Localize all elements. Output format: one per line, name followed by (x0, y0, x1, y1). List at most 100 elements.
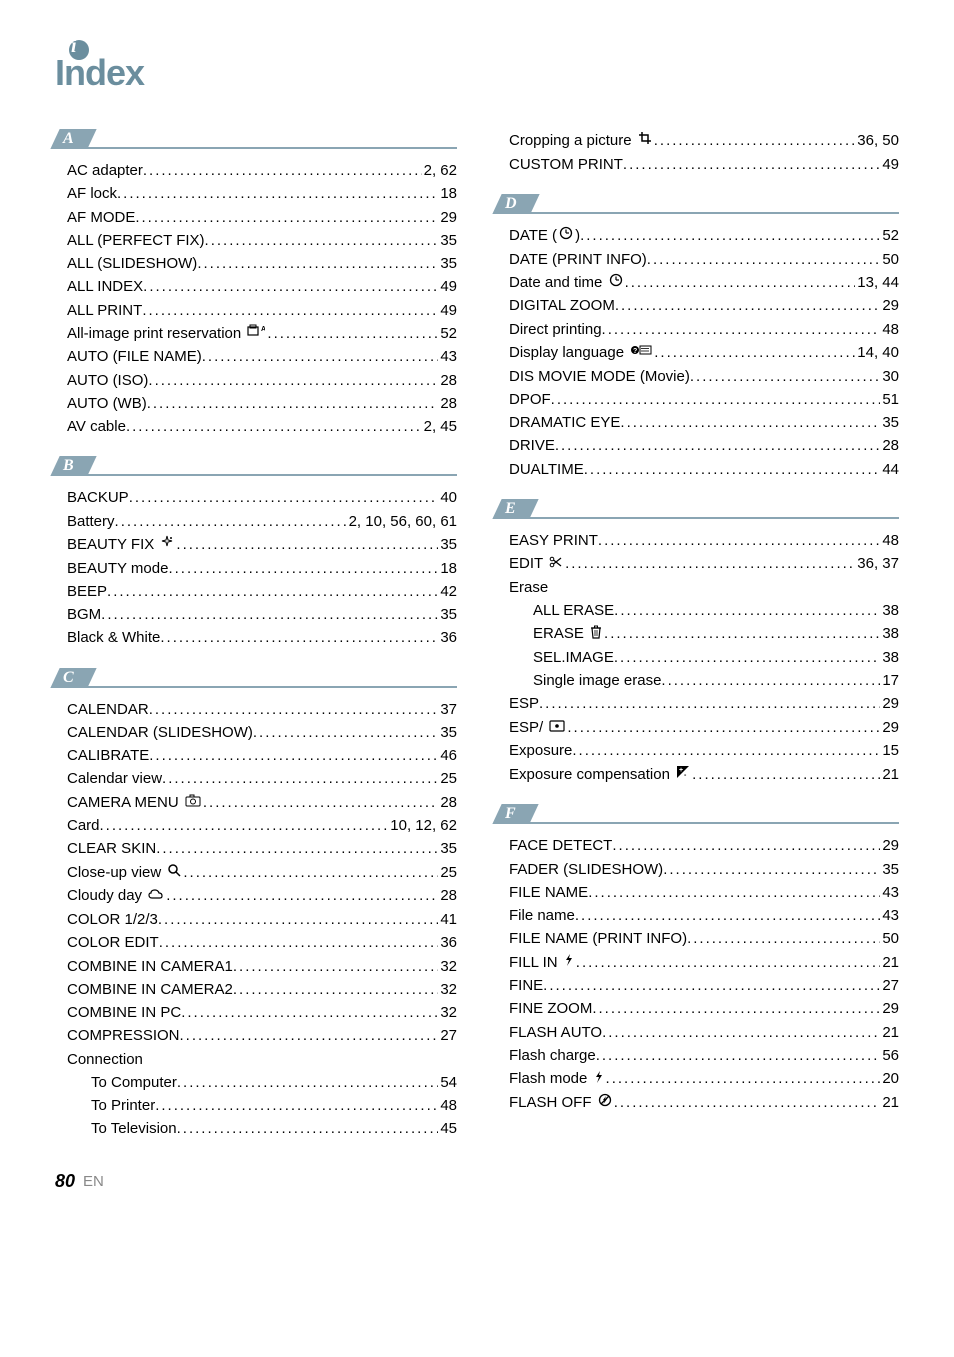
index-entry: ALL (SLIDESHOW)35 (55, 252, 457, 275)
entry-dots (166, 884, 438, 907)
section-tab: C (50, 668, 96, 688)
entry-page: 29 (880, 692, 899, 715)
page-number: 80 (55, 1171, 75, 1192)
entry-page: 44 (880, 458, 899, 481)
entry-page: 35 (438, 721, 457, 744)
entry-dots (551, 388, 881, 411)
entry-dots (101, 603, 438, 626)
entry-page: 35 (880, 411, 899, 434)
index-entry: DPOF51 (497, 388, 899, 411)
entry-label: FILL IN (509, 951, 576, 975)
svg-text:ALL: ALL (261, 326, 265, 333)
index-entry: Cropping a picture 36, 50 (497, 129, 899, 153)
entry-dots (612, 834, 880, 857)
entry-dots (202, 345, 439, 368)
entry-dots (148, 369, 438, 392)
entry-page: 28 (438, 884, 457, 907)
entry-dots (614, 646, 880, 669)
entry-label: ALL (PERFECT FIX) (67, 229, 205, 252)
entry-page: 14, 40 (855, 341, 899, 364)
entry-label: FACE DETECT (509, 834, 612, 857)
page-header: Index (55, 40, 899, 94)
entry-page: 35 (438, 603, 457, 626)
index-entry: FINE27 (497, 974, 899, 997)
entry-page: 29 (438, 206, 457, 229)
entry-dots (623, 153, 880, 176)
entry-page: 35 (438, 229, 457, 252)
entry-page: 36, 50 (855, 129, 899, 152)
entry-label: COMBINE IN PC (67, 1001, 181, 1024)
index-entry: CALIBRATE46 (55, 744, 457, 767)
entry-dots (177, 1071, 438, 1094)
entry-page: 49 (438, 299, 457, 322)
index-entry: BGM 35 (55, 603, 457, 626)
section-line (497, 822, 899, 824)
entry-dots (692, 763, 880, 786)
index-entry: DIGITAL ZOOM29 (497, 294, 899, 317)
trash-icon (590, 623, 602, 646)
entry-label: Calendar view (67, 767, 162, 790)
entry-page: 36, 37 (855, 552, 899, 575)
section-line (497, 517, 899, 519)
entry-page: 18 (438, 557, 457, 580)
entry-label: Connection (67, 1048, 143, 1071)
entry-label: Exposure compensation +- (509, 763, 692, 787)
entry-dots (205, 229, 439, 252)
index-entry: Black & White36 (55, 626, 457, 649)
entry-label: Flash mode (509, 1067, 606, 1091)
entry-dots (155, 1094, 438, 1117)
entry-label: ESP (509, 692, 539, 715)
section-header: F (497, 804, 899, 826)
entry-label: ESP/ (509, 716, 567, 740)
entry-label: BGM (67, 603, 101, 626)
entry-page: 15 (880, 739, 899, 762)
entry-page: 21 (880, 1091, 899, 1114)
entry-page: 29 (880, 294, 899, 317)
entry-label: DIS MOVIE MODE (Movie) (509, 365, 690, 388)
section-header: A (55, 129, 457, 151)
entry-dots (147, 392, 439, 415)
entry-page: 37 (438, 698, 457, 721)
entry-label: File name (509, 904, 575, 927)
entry-label: Cloudy day (67, 884, 166, 908)
entry-label: AUTO (FILE NAME) (67, 345, 202, 368)
entry-dots (661, 669, 880, 692)
entry-dots (604, 622, 880, 645)
entry-dots (129, 486, 439, 509)
entry-label: AF lock (67, 182, 117, 205)
section-line (55, 474, 457, 476)
index-entry: FADER (SLIDESHOW)35 (497, 858, 899, 881)
entry-label: DATE (PRINT INFO) (509, 248, 647, 271)
index-entry: Battery2, 10, 56, 60, 61 (55, 510, 457, 533)
entry-page: 43 (880, 904, 899, 927)
camera-menu-icon (185, 791, 201, 814)
entry-label: COMBINE IN CAMERA1 (67, 955, 233, 978)
entry-page: 32 (438, 1001, 457, 1024)
index-entry: COLOR 1/2/341 (55, 908, 457, 931)
entry-dots (572, 739, 880, 762)
entry-dots (580, 224, 880, 247)
entry-page: 29 (880, 834, 899, 857)
entry-page: 17 (880, 669, 899, 692)
entry-page: 2, 10, 56, 60, 61 (347, 510, 457, 533)
entry-page: 21 (880, 763, 899, 786)
index-entry: FILL IN 21 (497, 951, 899, 975)
entry-label: FINE ZOOM (509, 997, 592, 1020)
entry-dots (687, 927, 880, 950)
section-header: D (497, 194, 899, 216)
entry-page: 13, 44 (855, 271, 899, 294)
entry-page: 27 (880, 974, 899, 997)
entry-page: 35 (438, 252, 457, 275)
index-entry: ESP/ 29 (497, 716, 899, 740)
index-entry: DIS MOVIE MODE (Movie)30 (497, 365, 899, 388)
entry-dots (117, 182, 438, 205)
entry-label: CALENDAR (67, 698, 149, 721)
entry-page: 36 (438, 626, 457, 649)
entry-label: ALL INDEX (67, 275, 143, 298)
entry-label: AF MODE (67, 206, 135, 229)
entry-page: 50 (880, 927, 899, 950)
entry-page: 48 (880, 529, 899, 552)
index-entry: ALL (PERFECT FIX) 35 (55, 229, 457, 252)
entry-page: 56 (880, 1044, 899, 1067)
entry-page: 51 (880, 388, 899, 411)
